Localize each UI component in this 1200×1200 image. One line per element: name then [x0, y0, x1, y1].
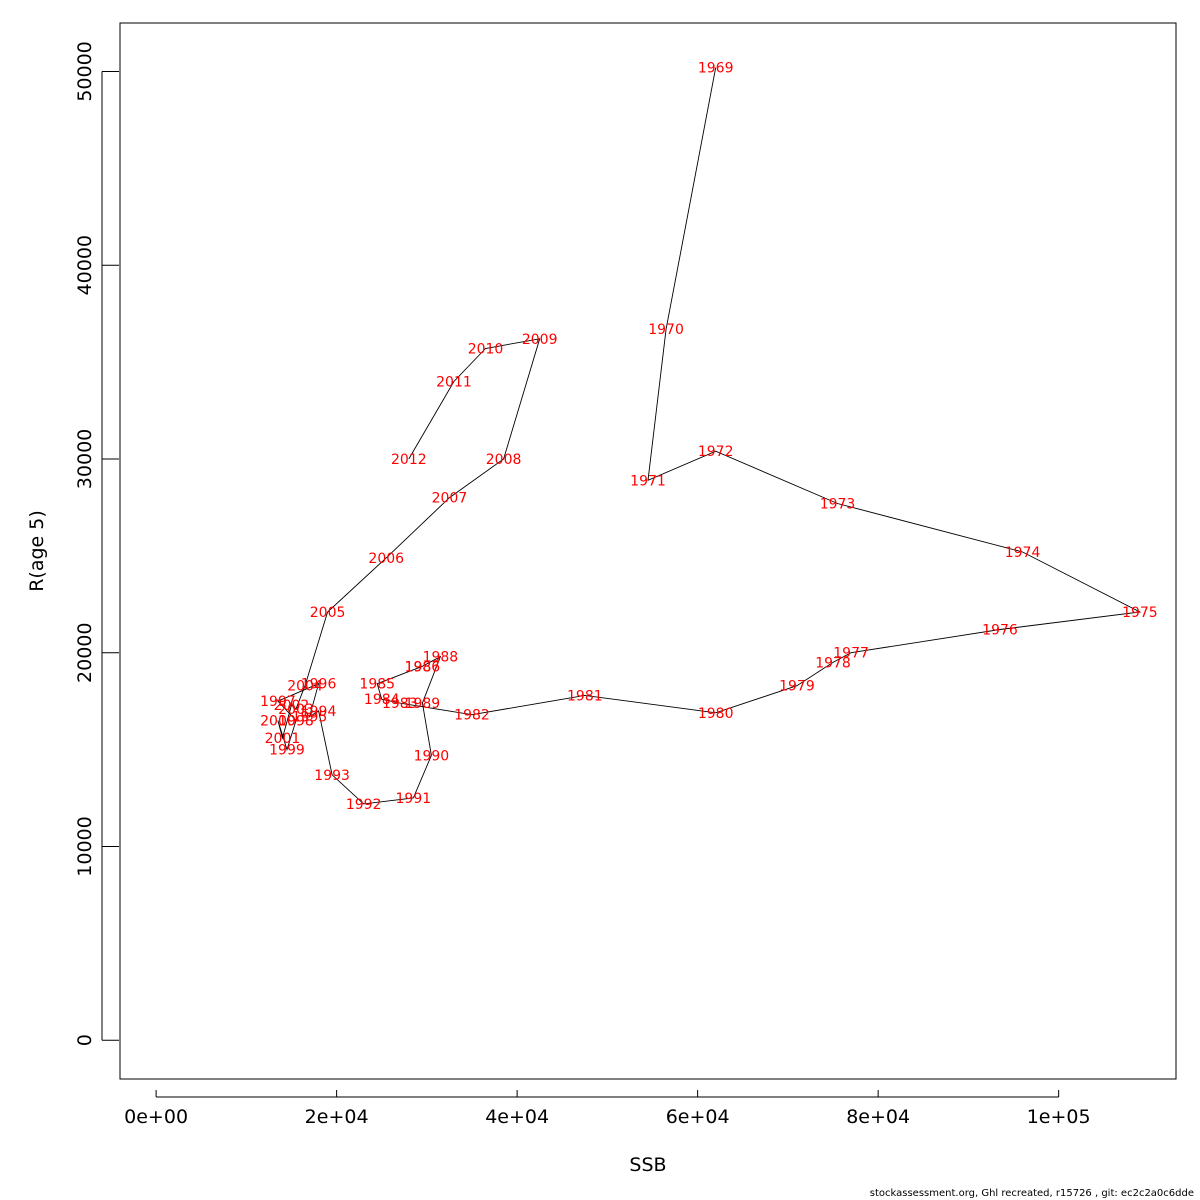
- point-label: 1978: [815, 655, 851, 671]
- point-label: 2009: [522, 332, 558, 348]
- y-axis: 0 10000 20000 30000 40000 50000: [74, 41, 119, 1046]
- point-label: 1976: [982, 622, 1018, 638]
- footer-note: stockassessment.org, Ghl recreated, r157…: [869, 1188, 1194, 1199]
- x-tick-label: 1e+05: [1027, 1106, 1091, 1128]
- point-label: 1984: [364, 692, 400, 708]
- point-label: 1995: [292, 710, 328, 726]
- point-label: 1979: [779, 679, 815, 695]
- point-label: 1999: [269, 743, 305, 759]
- point-label: 1996: [301, 677, 337, 693]
- point-label: 1985: [359, 677, 395, 693]
- y-tick-label: 10000: [74, 816, 96, 876]
- x-tick-label: 8e+04: [846, 1106, 910, 1128]
- point-label: 1974: [1005, 545, 1041, 561]
- point-label: 1982: [454, 708, 490, 724]
- series-path: [277, 67, 1142, 805]
- x-tick-label: 6e+04: [666, 1106, 730, 1128]
- point-label: 1989: [405, 696, 441, 712]
- y-tick-label: 30000: [74, 429, 96, 489]
- series-line: [277, 67, 1142, 805]
- point-label: 2000: [260, 714, 296, 730]
- x-tick-label: 4e+04: [485, 1106, 549, 1128]
- point-label: 1969: [698, 61, 734, 77]
- y-tick-label: 50000: [74, 41, 96, 101]
- point-label: 1990: [414, 748, 450, 764]
- point-label: 1971: [630, 473, 666, 489]
- x-tick-label: 0e+00: [124, 1106, 188, 1128]
- point-label: 2004: [287, 679, 323, 695]
- point-label: 1992: [346, 797, 382, 813]
- point-label: 1970: [648, 322, 684, 338]
- point-label: 1993: [314, 768, 350, 784]
- point-label: 2006: [368, 551, 404, 567]
- y-axis-label: R(age 5): [26, 510, 48, 592]
- point-label: 1986: [405, 659, 441, 675]
- y-tick-label: 0: [74, 1034, 96, 1046]
- point-label: 1983: [382, 696, 418, 712]
- point-label: 1987: [405, 659, 441, 675]
- point-labels: 1969 1970 1971 1972 1973 1974 1975 1976 19771978…: [260, 61, 1158, 813]
- plot-box: [119, 22, 1177, 1080]
- point-label: 1991: [396, 791, 432, 807]
- point-label: 2010: [468, 342, 504, 358]
- point-label: 1998: [278, 714, 314, 730]
- point-label: 1975: [1122, 605, 1158, 621]
- point-label: 1973: [820, 497, 856, 513]
- point-label: 2007: [432, 491, 468, 507]
- point-label: 2001: [265, 731, 301, 747]
- point-label: 2011: [436, 374, 472, 390]
- point-label: 1977: [833, 646, 869, 662]
- point-label: 1994: [301, 704, 337, 720]
- point-label: 2003: [278, 702, 314, 718]
- point-label: 2005: [310, 605, 346, 621]
- point-label: 1972: [698, 444, 734, 460]
- x-axis-label: SSB: [629, 1154, 666, 1176]
- x-axis: 0e+00 2e+04 4e+04 6e+04 8e+04 1e+05: [124, 1090, 1091, 1128]
- point-label: 1981: [567, 688, 603, 704]
- point-label: 1997: [260, 694, 296, 710]
- point-label: 1988: [423, 650, 459, 666]
- point-label: 1980: [698, 706, 734, 722]
- point-label: 2002: [274, 698, 310, 714]
- x-tick-label: 2e+04: [305, 1106, 369, 1128]
- point-label: 2012: [391, 452, 427, 468]
- y-tick-label: 40000: [74, 235, 96, 295]
- y-tick-label: 20000: [74, 622, 96, 682]
- point-label: 2008: [486, 452, 522, 468]
